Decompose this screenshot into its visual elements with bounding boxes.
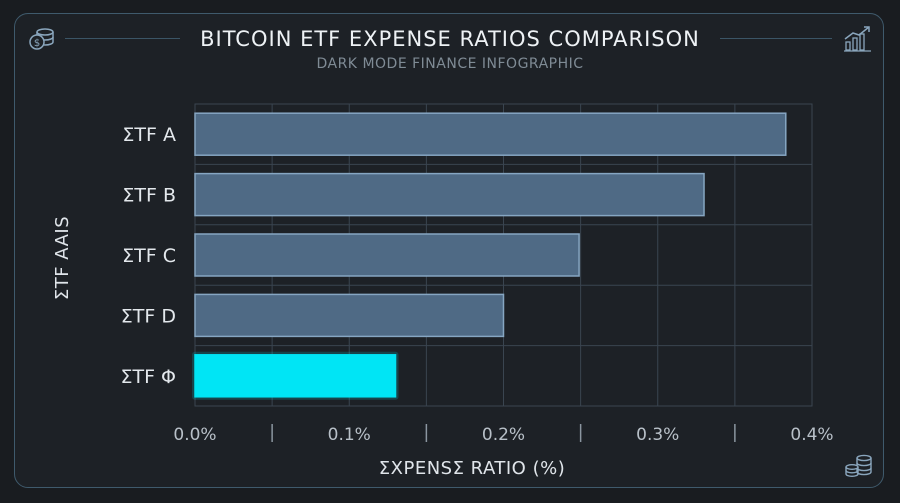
x-tick-label: 0.1% — [328, 425, 371, 445]
category-label: ΣTF B — [122, 185, 176, 207]
growth-chart-icon — [844, 26, 871, 52]
bar-5 — [194, 354, 397, 398]
title-rule-right — [720, 38, 832, 39]
x-tick-label: 0.3% — [636, 425, 679, 445]
category-label: ΣTF D — [121, 305, 176, 327]
svg-text:$: $ — [34, 38, 40, 49]
y-axis-title: ΣTF AAIS — [52, 216, 73, 300]
chart-title: BITCOIN ETF EXPENSE RATIOS COMPARISON — [200, 27, 700, 51]
bar-3 — [194, 233, 580, 277]
title-rule-left — [65, 38, 180, 39]
category-label: ΣTF A — [122, 124, 176, 146]
chart-subtitle: DARK MODE FINANCE INFOGRAPHIC — [316, 56, 584, 72]
category-label: ΣTF Φ — [120, 366, 176, 388]
category-label: ΣTF C — [122, 245, 176, 267]
bar-1 — [194, 112, 787, 156]
x-tick-label: 0.0% — [173, 425, 216, 445]
coin-stack-icon — [845, 454, 872, 477]
coins-dollar-icon: $ — [29, 28, 54, 50]
x-tick-label: 0.4% — [790, 425, 833, 445]
bar-2 — [194, 172, 705, 217]
bar-4 — [194, 293, 505, 338]
x-tick-label: 0.2% — [482, 425, 525, 445]
x-axis-title: ΣXPENSΣ RATIO (%) — [379, 458, 565, 479]
